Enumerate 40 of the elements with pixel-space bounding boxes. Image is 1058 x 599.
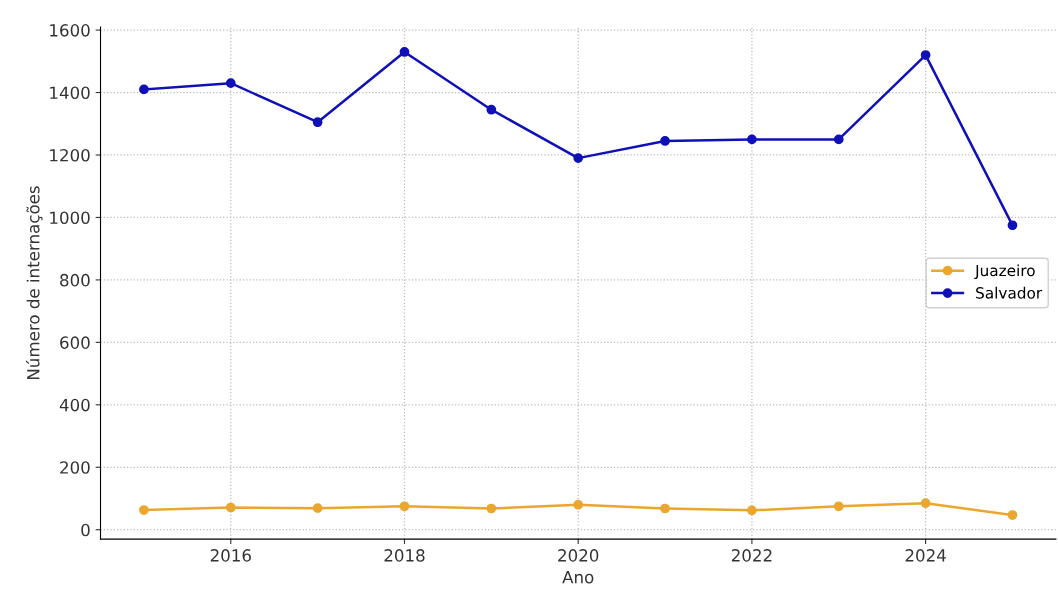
point — [920, 498, 931, 509]
x-tick-label: 2016 — [210, 549, 251, 562]
y-tick-label: 400 — [59, 398, 90, 412]
y-tick-label: 600 — [60, 336, 90, 349]
point — [486, 503, 497, 514]
point — [833, 134, 844, 145]
y-tick-label: 1400 — [50, 86, 90, 100]
legend-label: Juazeiro — [974, 264, 1035, 280]
x-tick-label: 2024 — [905, 549, 946, 562]
y-tick-label: 1200 — [50, 148, 90, 162]
point — [573, 153, 584, 163]
point — [399, 47, 410, 57]
y-tick-label: 0 — [81, 523, 90, 537]
point — [573, 499, 584, 510]
point — [747, 134, 757, 145]
point — [660, 136, 670, 146]
y-tick-label: 1000 — [50, 211, 90, 225]
point — [312, 503, 323, 514]
point — [1007, 510, 1018, 520]
y-tick-label: 200 — [60, 461, 90, 474]
legend-label: Salvador — [976, 286, 1043, 299]
point — [486, 104, 497, 115]
x-axis-title: Ano — [562, 571, 594, 584]
point — [225, 78, 236, 89]
y-tick-label: 800 — [60, 273, 90, 287]
point — [747, 505, 757, 516]
point — [920, 50, 931, 60]
point — [833, 501, 844, 512]
x-tick-label: 2022 — [731, 549, 772, 562]
x-tick-label: 2018 — [384, 549, 425, 562]
y-tick-label: 1600 — [50, 24, 90, 37]
point — [139, 84, 149, 95]
point — [312, 117, 323, 128]
y-axis-title: Número de internações — [26, 186, 43, 380]
point — [660, 503, 670, 514]
point — [225, 502, 236, 513]
point — [399, 501, 410, 512]
x-tick-label: 2020 — [558, 549, 599, 562]
point — [1007, 220, 1018, 231]
point — [139, 505, 149, 515]
